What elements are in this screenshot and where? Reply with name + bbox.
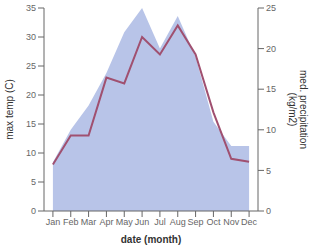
svg-text:May: May xyxy=(116,217,134,227)
svg-text:Dec: Dec xyxy=(241,217,258,227)
svg-text:20: 20 xyxy=(266,44,276,54)
svg-text:Nov: Nov xyxy=(223,217,240,227)
svg-text:Sep: Sep xyxy=(188,217,204,227)
svg-text:5: 5 xyxy=(266,166,271,176)
svg-text:25: 25 xyxy=(266,3,276,13)
svg-text:Jun: Jun xyxy=(135,217,150,227)
svg-text:Oct: Oct xyxy=(206,217,221,227)
svg-text:25: 25 xyxy=(26,61,36,71)
svg-text:20: 20 xyxy=(26,90,36,100)
svg-text:0: 0 xyxy=(31,206,36,216)
svg-text:10: 10 xyxy=(266,125,276,135)
svg-text:Aug: Aug xyxy=(170,217,186,227)
svg-text:Mar: Mar xyxy=(81,217,97,227)
svg-text:date (month): date (month) xyxy=(121,234,182,245)
svg-text:Feb: Feb xyxy=(63,217,79,227)
svg-text:Jan: Jan xyxy=(46,217,61,227)
svg-text:max temp (C): max temp (C) xyxy=(8,79,15,140)
svg-text:Jul: Jul xyxy=(154,217,166,227)
svg-text:15: 15 xyxy=(266,84,276,94)
svg-text:5: 5 xyxy=(31,177,36,187)
svg-text:30: 30 xyxy=(26,32,36,42)
svg-text:10: 10 xyxy=(26,148,36,158)
svg-text:35: 35 xyxy=(26,3,36,13)
svg-text:med. precipitation(kg/m2): med. precipitation(kg/m2) xyxy=(287,70,309,149)
svg-text:Apr: Apr xyxy=(99,217,113,227)
svg-text:15: 15 xyxy=(26,119,36,129)
svg-text:0: 0 xyxy=(266,206,271,216)
